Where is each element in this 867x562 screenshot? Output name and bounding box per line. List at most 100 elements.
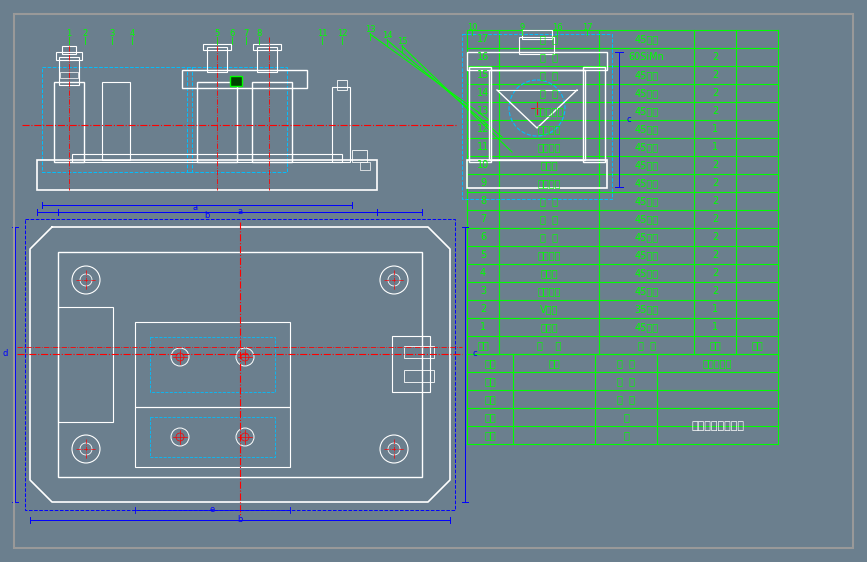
Bar xyxy=(135,407,290,467)
Bar xyxy=(462,34,612,199)
Text: 15: 15 xyxy=(397,38,407,47)
Bar xyxy=(467,160,607,188)
Text: 2: 2 xyxy=(712,250,718,260)
Text: 45号钢: 45号钢 xyxy=(635,70,659,80)
Text: 6: 6 xyxy=(229,29,235,39)
Text: 7: 7 xyxy=(479,214,486,224)
Text: 2: 2 xyxy=(712,214,718,224)
Bar xyxy=(72,154,342,162)
Bar xyxy=(150,417,275,457)
Text: 球型垫圈: 球型垫圈 xyxy=(538,178,561,188)
Text: 45号钢: 45号钢 xyxy=(635,88,659,98)
Text: 3: 3 xyxy=(109,29,114,39)
Text: b: b xyxy=(205,211,210,220)
Text: 1: 1 xyxy=(712,142,718,152)
Text: 2: 2 xyxy=(712,160,718,170)
Bar xyxy=(392,336,430,392)
Text: 校对: 校对 xyxy=(484,412,496,422)
Text: 弹  簧: 弹 簧 xyxy=(540,52,558,62)
Text: 螺  母: 螺 母 xyxy=(540,70,558,80)
Bar xyxy=(58,252,422,477)
Text: 45号钢: 45号钢 xyxy=(635,34,659,44)
Text: 定位销: 定位销 xyxy=(540,268,557,278)
Text: 45号钢: 45号钢 xyxy=(635,124,659,134)
Text: 止动销钉: 止动销钉 xyxy=(538,142,561,152)
Bar xyxy=(37,160,377,190)
Bar xyxy=(257,47,277,72)
Text: 17: 17 xyxy=(582,22,592,31)
Text: 铣键槽夹具: 铣键槽夹具 xyxy=(703,358,733,368)
Text: 固定螺钉: 固定螺钉 xyxy=(538,286,561,296)
Bar xyxy=(135,322,290,407)
Bar xyxy=(56,52,82,60)
Bar xyxy=(467,52,607,70)
Text: 1: 1 xyxy=(480,322,486,332)
Text: 帽  子: 帽 子 xyxy=(540,34,558,44)
Text: 审核: 审核 xyxy=(484,394,496,404)
Text: 35号钢: 35号钢 xyxy=(635,304,659,314)
Text: 压  板: 压 板 xyxy=(540,232,558,242)
Bar xyxy=(469,67,491,162)
Text: 45号钢: 45号钢 xyxy=(635,268,659,278)
Bar xyxy=(207,47,227,72)
Text: 45号钢: 45号钢 xyxy=(635,286,659,296)
Bar xyxy=(337,80,347,90)
Text: 1: 1 xyxy=(712,304,718,314)
Text: 6: 6 xyxy=(480,232,486,242)
Text: b: b xyxy=(238,515,243,524)
Text: 13: 13 xyxy=(365,25,375,34)
Text: a: a xyxy=(238,207,243,216)
Text: 单: 单 xyxy=(623,412,629,422)
Text: 9: 9 xyxy=(480,178,486,188)
Text: 螺  母: 螺 母 xyxy=(540,214,558,224)
Text: 2: 2 xyxy=(82,29,88,39)
Text: 2: 2 xyxy=(712,52,718,62)
Bar xyxy=(54,82,84,162)
Text: 2: 2 xyxy=(712,286,718,296)
Bar xyxy=(404,370,434,382)
Bar xyxy=(583,67,605,162)
Text: 5: 5 xyxy=(214,29,219,39)
Text: 45号钢: 45号钢 xyxy=(635,196,659,206)
Text: 5: 5 xyxy=(479,250,486,260)
Bar xyxy=(522,30,552,39)
Text: 9: 9 xyxy=(519,22,525,31)
Text: 2: 2 xyxy=(712,178,718,188)
Text: 10: 10 xyxy=(477,160,489,170)
Text: 1: 1 xyxy=(712,322,718,332)
Text: 挡  圈: 挡 圈 xyxy=(540,196,558,206)
Text: 名  称: 名 称 xyxy=(617,358,635,368)
Text: 浙江纺织服装学院: 浙江纺织服装学院 xyxy=(691,421,744,431)
Text: 螺  母: 螺 母 xyxy=(540,88,558,98)
Text: 8: 8 xyxy=(257,29,262,39)
Text: 2: 2 xyxy=(712,106,718,116)
Text: 17: 17 xyxy=(477,34,489,44)
Text: 件  数: 件 数 xyxy=(617,394,635,404)
Bar xyxy=(150,337,275,392)
Text: 描图: 描图 xyxy=(484,430,496,440)
Text: 45号钢: 45号钢 xyxy=(635,322,659,332)
Bar xyxy=(519,37,554,54)
Text: 导向定位键: 导向定位键 xyxy=(534,106,564,116)
Text: 2: 2 xyxy=(712,196,718,206)
Text: 60SiMn: 60SiMn xyxy=(629,52,664,62)
Text: 名    称: 名 称 xyxy=(537,340,561,350)
Bar xyxy=(252,82,292,162)
Text: 制图: 制图 xyxy=(484,376,496,386)
Text: 1: 1 xyxy=(67,29,72,39)
Bar xyxy=(62,46,76,54)
Bar xyxy=(42,67,192,172)
Text: 设计: 设计 xyxy=(484,358,496,368)
Text: 4: 4 xyxy=(480,268,486,278)
Text: 12: 12 xyxy=(336,29,348,39)
Text: 11: 11 xyxy=(477,142,489,152)
Text: 程圆: 程圆 xyxy=(548,358,560,368)
Bar xyxy=(203,44,231,50)
Text: 备注: 备注 xyxy=(751,340,763,350)
Text: 止动销座: 止动销座 xyxy=(538,124,561,134)
Text: 位: 位 xyxy=(623,430,629,440)
Text: 10: 10 xyxy=(466,22,477,31)
Bar xyxy=(332,87,350,162)
Text: 45号钢: 45号钢 xyxy=(635,250,659,260)
Text: 2: 2 xyxy=(712,70,718,80)
